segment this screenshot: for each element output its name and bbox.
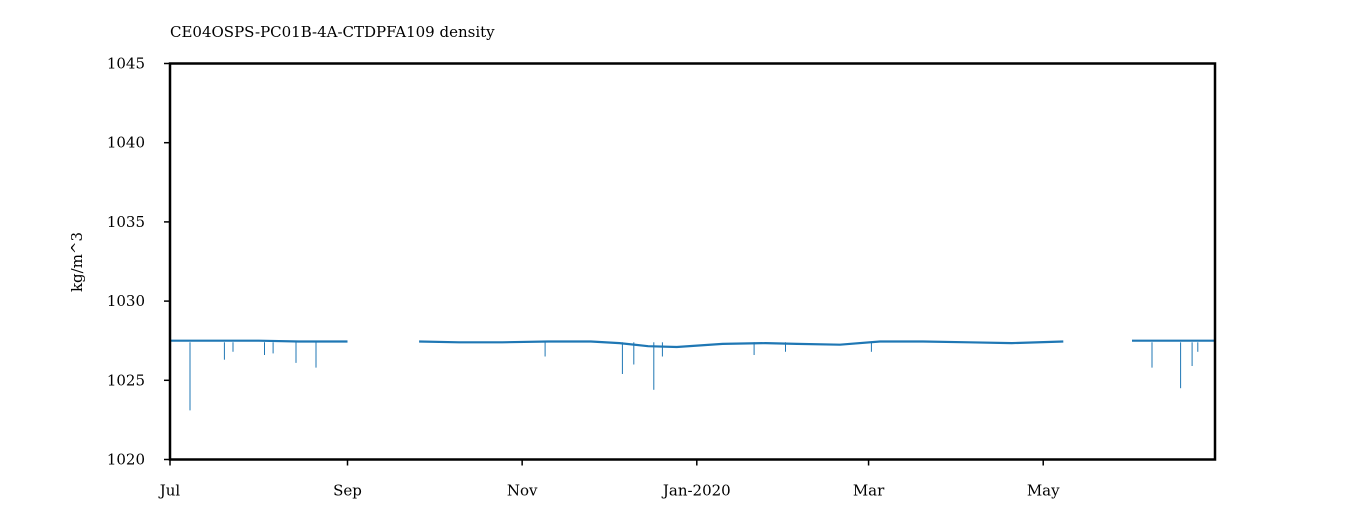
y-tick-label-1045: 1045 [107,55,145,73]
y-tick-label-1035: 1035 [107,213,145,231]
y-tick-label-1020: 1020 [107,451,145,469]
x-tick-label-Mar: Mar [853,482,885,500]
x-tick-label-Sep: Sep [333,482,362,500]
density-line-segment-2 [419,340,1064,349]
density-line-segment-1 [170,339,348,343]
chart-title: CE04OSPS-PC01B-4A-CTDPFA109 density [170,23,495,41]
y-axis-label: kg/m^3 [68,232,86,292]
x-tick-label-May: May [1027,482,1060,500]
x-tick-label-Jan-2020: Jan-2020 [661,482,731,500]
y-tick-label-1030: 1030 [107,292,145,310]
axes-frame [168,62,1217,461]
x-tick-label-Nov: Nov [507,482,538,500]
y-tick-label-1040: 1040 [107,134,145,152]
plot-area [170,339,1215,411]
y-tick-label-1025: 1025 [107,371,145,389]
x-tick-label-Jul: Jul [158,482,181,500]
